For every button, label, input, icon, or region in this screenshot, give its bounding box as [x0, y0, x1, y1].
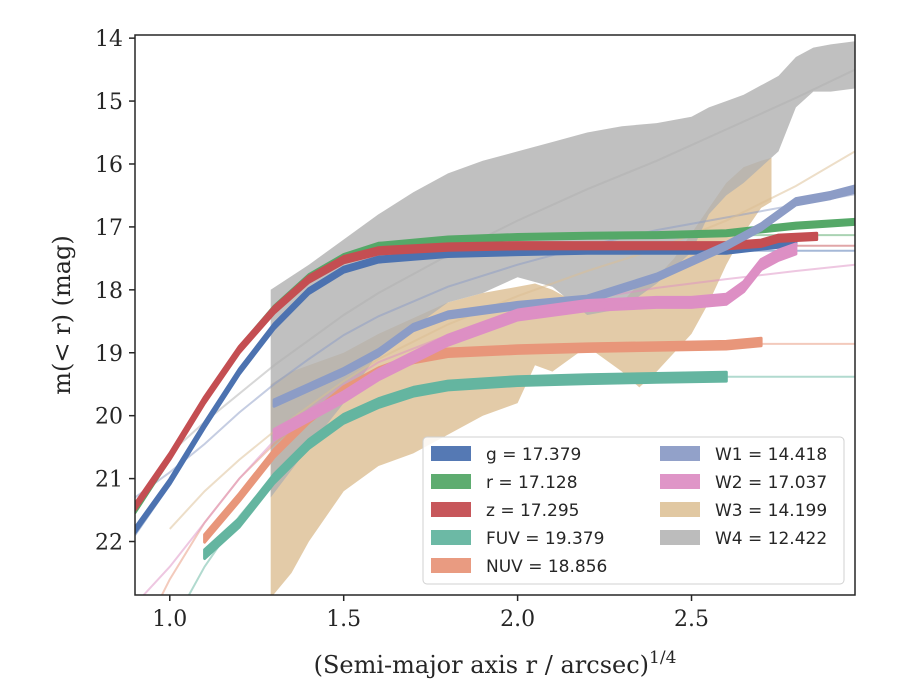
legend-swatch-w1 — [660, 446, 700, 461]
legend-swatch-z — [431, 502, 471, 517]
axis-ticks: 1.0 1.5 2.0 2.5 14 15 16 17 18 19 20 21 22 — [95, 27, 709, 632]
y-tick-label: 16 — [95, 153, 123, 178]
x-tick-label: 1.5 — [326, 607, 361, 632]
y-tick-label: 18 — [95, 279, 123, 304]
legend-label-z: z = 17.295 — [486, 501, 579, 521]
x-axis-title-main: (Semi-major axis r / arcsec) — [314, 651, 649, 679]
legend-swatch-r — [431, 474, 471, 489]
plot-frame — [134, 34, 856, 596]
legend-label-fuv: FUV = 19.379 — [486, 529, 604, 549]
y-tick-label: 22 — [95, 531, 123, 556]
observed-band-fuv — [203, 370, 728, 560]
y-tick-label: 19 — [95, 342, 123, 367]
x-tick-label: 2.0 — [500, 607, 535, 632]
x-tick-label: 2.5 — [674, 607, 709, 632]
y-axis-title: m(< r) (mag) — [48, 235, 76, 394]
legend-label-w3: W3 = 14.199 — [715, 501, 827, 521]
legend-swatch-w3 — [660, 502, 700, 517]
legend-swatch-w2 — [660, 474, 700, 489]
legend-swatch-nuv — [431, 558, 471, 573]
y-tick-label: 14 — [95, 27, 123, 52]
y-tick-label: 17 — [95, 216, 123, 241]
observed-band-w1 — [272, 184, 855, 408]
observed-band-w2 — [272, 242, 798, 442]
legend-label-r: r = 17.128 — [486, 473, 578, 493]
y-tick-label: 21 — [95, 468, 123, 493]
model-curve-w3 — [169, 150, 855, 530]
legend-box — [422, 436, 845, 585]
model-curve-w1 — [135, 193, 855, 499]
legend-swatch-fuv — [431, 530, 471, 545]
plot-area — [135, 41, 855, 595]
x-axis-title: (Semi-major axis r / arcsec)1/4 — [314, 648, 677, 679]
legend-label-nuv: NUV = 18.856 — [486, 557, 607, 577]
legend-swatch-g — [431, 446, 471, 461]
observed-band-z — [135, 231, 819, 512]
region-w4 — [270, 41, 855, 498]
observed-curve-layer — [135, 184, 855, 560]
y-tick-label: 15 — [95, 90, 123, 115]
model-curve-w2 — [142, 263, 855, 595]
legend: g = 17.379 r = 17.128 z = 17.295 FUV = 19.3… — [422, 436, 845, 585]
model-curve-w4 — [169, 68, 855, 455]
legend-swatch-w4 — [660, 530, 700, 545]
legend-label-w1: W1 = 14.418 — [715, 445, 827, 465]
x-tick-label: 1.0 — [152, 607, 187, 632]
y-tick-label: 20 — [95, 405, 123, 430]
legend-label-g: g = 17.379 — [486, 445, 581, 465]
x-axis-title-exponent: 1/4 — [649, 648, 676, 668]
legend-label-w4: W4 = 12.422 — [715, 529, 827, 549]
legend-label-w2: W2 = 17.037 — [715, 473, 827, 493]
